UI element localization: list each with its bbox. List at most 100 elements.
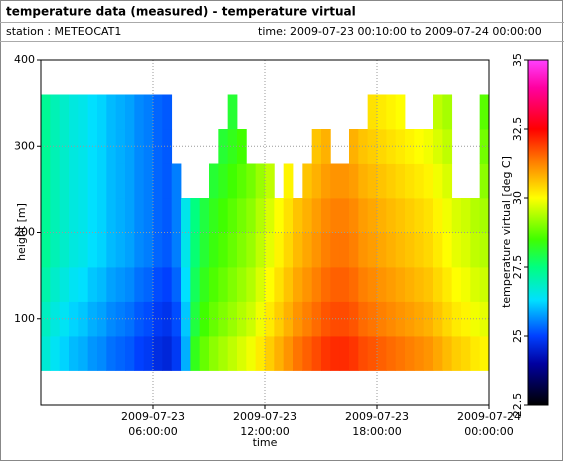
heat-cell	[451, 301, 462, 337]
heat-cell	[367, 198, 378, 233]
heat-cell	[255, 198, 266, 233]
heat-cell	[386, 267, 397, 302]
colorbar	[527, 59, 549, 406]
heat-cell	[302, 232, 313, 268]
heat-cell	[479, 336, 490, 371]
heat-cell	[349, 267, 359, 302]
heat-cell	[143, 267, 154, 302]
heat-cell	[358, 198, 369, 233]
heat-cell	[367, 232, 378, 268]
heat-cell	[274, 336, 285, 371]
heat-cell	[237, 301, 247, 337]
heat-cell	[69, 94, 79, 130]
heat-cell	[237, 232, 247, 268]
heat-cell	[311, 267, 322, 302]
heat-cell	[87, 232, 98, 268]
heat-cell	[349, 232, 359, 268]
heat-cell	[50, 198, 61, 233]
heat-cell	[442, 94, 453, 130]
heat-cell	[470, 232, 481, 268]
heat-cell	[414, 267, 425, 302]
heat-cell	[181, 198, 191, 233]
heat-cell	[274, 301, 285, 337]
heat-cell	[293, 336, 303, 371]
heat-cell	[330, 198, 341, 233]
heat-cell	[50, 267, 61, 302]
heat-cell	[59, 267, 70, 302]
heat-cell	[311, 129, 322, 164]
heat-cell	[330, 232, 341, 268]
heat-cell	[479, 232, 490, 268]
heat-cell	[143, 336, 154, 371]
heat-cell	[367, 301, 378, 337]
heat-cell	[433, 198, 443, 233]
time-range: time: 2009-07-23 00:10:00 to 2009-07-24 …	[258, 25, 542, 38]
heat-cell	[302, 198, 313, 233]
heat-cell	[97, 267, 107, 302]
heat-cell	[50, 301, 61, 337]
heat-cell	[377, 301, 387, 337]
heat-cell	[423, 336, 434, 371]
heat-cell	[134, 232, 145, 268]
heat-cell	[162, 336, 173, 371]
heat-cell	[227, 198, 238, 233]
heat-cell	[395, 163, 406, 199]
heat-cell	[209, 163, 219, 199]
heat-cell	[283, 198, 294, 233]
heat-cell	[199, 336, 210, 371]
heat-cell	[181, 267, 191, 302]
heat-cell	[41, 267, 51, 302]
heat-cell	[162, 198, 173, 233]
heat-cell	[423, 163, 434, 199]
heat-cell	[395, 301, 406, 337]
heat-cell	[218, 232, 229, 268]
heat-cell	[209, 198, 219, 233]
heat-cell	[405, 163, 415, 199]
heat-cell	[227, 336, 238, 371]
heat-cell	[377, 336, 387, 371]
heat-cell	[69, 198, 79, 233]
heat-cell	[367, 129, 378, 164]
heat-cell	[227, 232, 238, 268]
heat-cell	[321, 267, 331, 302]
heat-cell	[274, 232, 285, 268]
station: station : METEOCAT1	[6, 25, 121, 38]
heat-cell	[349, 336, 359, 371]
heat-cell	[321, 198, 331, 233]
y-tick-label: 100	[14, 312, 35, 325]
heat-cell	[78, 163, 89, 199]
heat-cell	[283, 336, 294, 371]
heat-cell	[181, 336, 191, 371]
y-tick-label: 200	[14, 226, 35, 239]
heat-cell	[246, 267, 257, 302]
heat-cell	[442, 267, 453, 302]
heat-cell	[461, 267, 471, 302]
heat-cell	[50, 336, 61, 371]
heat-cell	[59, 163, 70, 199]
heat-cell	[386, 336, 397, 371]
colorbar-tick-label: 30	[511, 191, 524, 205]
heat-cell	[367, 163, 378, 199]
heat-cell	[246, 232, 257, 268]
heat-cell	[41, 232, 51, 268]
heat-cell	[162, 267, 173, 302]
heat-cell	[433, 336, 443, 371]
heat-cell	[451, 336, 462, 371]
heat-cell	[339, 267, 350, 302]
colorbar-label: temperature virtual [deg C]	[500, 156, 513, 308]
heat-cell	[246, 198, 257, 233]
heat-cell	[171, 163, 182, 199]
heat-cell	[78, 198, 89, 233]
heat-cell	[358, 232, 369, 268]
heat-cell	[479, 129, 490, 164]
chart-title: temperature data (measured) - temperatur…	[6, 5, 356, 19]
heat-cell	[395, 129, 406, 164]
heat-cell	[125, 232, 135, 268]
heat-cell	[134, 198, 145, 233]
heat-cell	[199, 267, 210, 302]
heat-cell	[87, 336, 98, 371]
heat-cell	[479, 198, 490, 233]
heat-cell	[423, 198, 434, 233]
heat-cell	[59, 129, 70, 164]
heat-cell	[265, 163, 275, 199]
